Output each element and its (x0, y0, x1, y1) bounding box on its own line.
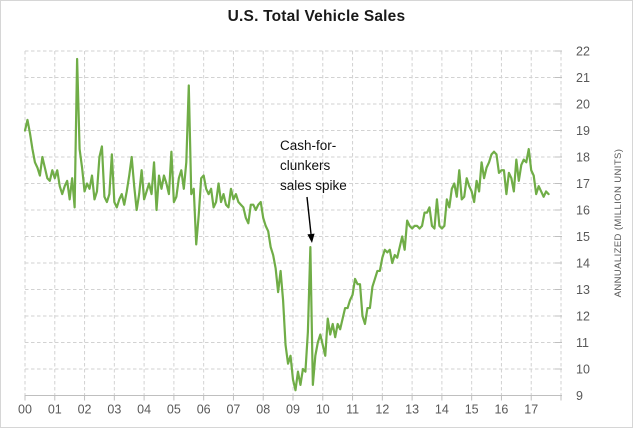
svg-text:03: 03 (107, 403, 121, 417)
svg-text:07: 07 (226, 403, 240, 417)
svg-text:09: 09 (286, 403, 300, 417)
y-axis-title: ANNUALIZED (MILLION UNITS) (613, 148, 624, 298)
svg-text:02: 02 (78, 403, 92, 417)
svg-text:13: 13 (405, 403, 419, 417)
annotation-cash-for-clunkers: Cash-for- clunkers sales spike (280, 138, 347, 193)
svg-text:22: 22 (576, 45, 590, 59)
svg-text:12: 12 (375, 403, 389, 417)
svg-text:20: 20 (576, 98, 590, 112)
svg-text:14: 14 (435, 403, 449, 417)
svg-text:01: 01 (48, 403, 62, 417)
svg-text:15: 15 (576, 230, 590, 244)
svg-text:19: 19 (576, 124, 590, 138)
svg-text:15: 15 (465, 403, 479, 417)
svg-text:05: 05 (167, 403, 181, 417)
svg-text:14: 14 (576, 257, 590, 271)
svg-text:17: 17 (576, 177, 590, 191)
svg-text:16: 16 (494, 403, 508, 417)
svg-text:16: 16 (576, 204, 590, 218)
svg-text:06: 06 (197, 403, 211, 417)
svg-text:00: 00 (18, 403, 32, 417)
svg-text:10: 10 (316, 403, 330, 417)
svg-text:08: 08 (256, 403, 270, 417)
svg-text:9: 9 (576, 389, 583, 403)
svg-text:04: 04 (137, 403, 151, 417)
svg-text:10: 10 (576, 363, 590, 377)
svg-text:21: 21 (576, 71, 590, 85)
svg-text:17: 17 (524, 403, 538, 417)
svg-text:11: 11 (346, 403, 359, 417)
svg-text:13: 13 (576, 283, 590, 297)
svg-text:12: 12 (576, 310, 590, 324)
svg-text:11: 11 (576, 336, 589, 350)
svg-text:18: 18 (576, 151, 590, 165)
chart-title: U.S. Total Vehicle Sales (227, 8, 406, 25)
